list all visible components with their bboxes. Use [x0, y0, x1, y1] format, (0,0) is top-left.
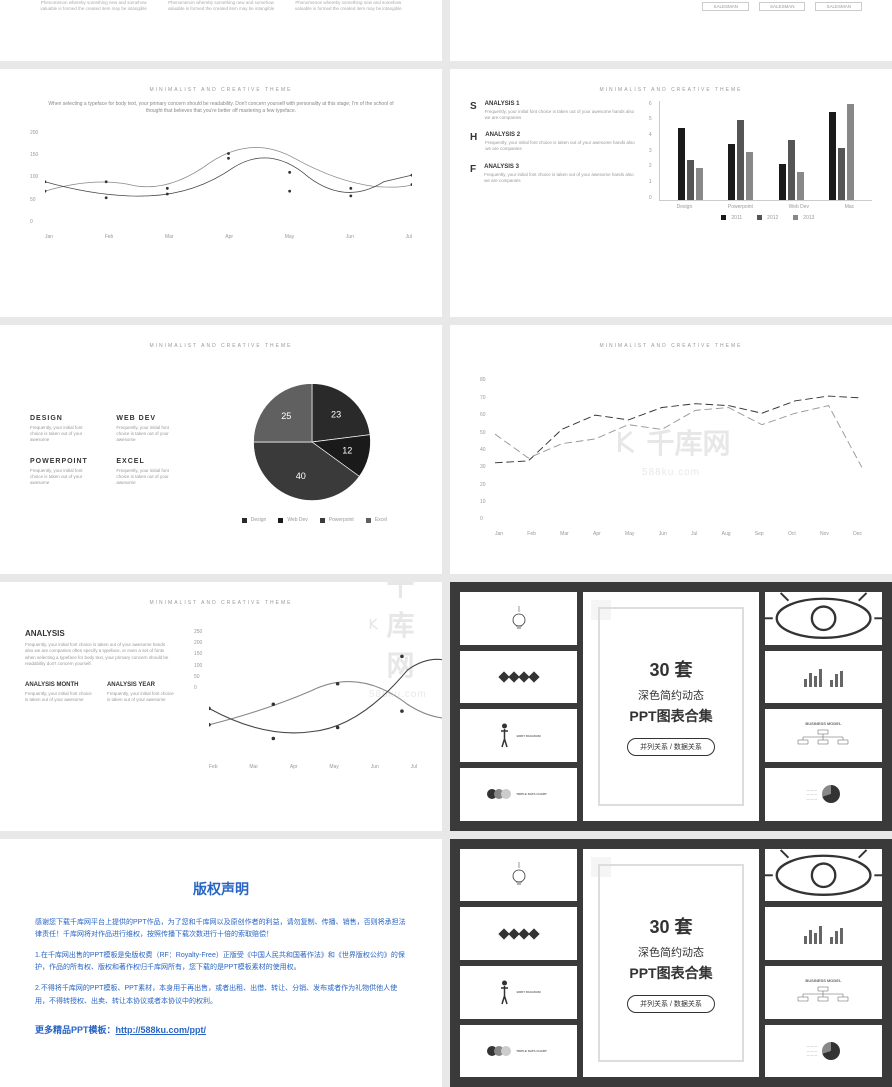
slide-dark-template-1: BODY DIAGRAM TRIPLE DATA CHART 30 套 深色简约… [450, 582, 892, 831]
analysis-year-title: ANALYSIS YEAR [107, 682, 174, 688]
phenomenon-text: Phenomenon whereby something new and som… [295, 0, 402, 12]
slide-pie-chart: MINIMALIST AND CREATIVE THEME DESIGNFreq… [0, 325, 442, 574]
phenomenon-text: Phenomenon whereby something new and som… [40, 0, 147, 12]
slide-line-chart: MINIMALIST AND CREATIVE THEME When selec… [0, 69, 442, 318]
slide-bar-chart: MINIMALIST AND CREATIVE THEME SANALYSIS … [450, 69, 892, 318]
svg-text:40: 40 [296, 472, 306, 482]
slide-grid: Phenomenon whereby something new and som… [0, 0, 892, 1087]
slide-analysis: MINIMALIST AND CREATIVE THEME ANALYSIS F… [0, 582, 442, 831]
copyright-link: 更多精品PPT模板：http://588ku.com/ppt/ [35, 1023, 407, 1036]
slide-header: MINIMALIST AND CREATIVE THEME [450, 69, 892, 101]
copyright-p3: 2.不得将千库网的PPT模板、PPT素材，本身用于再出售，或者出租、出借、转让、… [35, 983, 407, 1008]
tag: SALESMAN [702, 2, 749, 11]
copyright-p1: 感谢您下载千库网平台上提供的PPT作品，为了您和千库网以及原创作者的利益，请勿复… [35, 917, 407, 942]
mini-diamonds [460, 907, 577, 960]
tag: SALESMAN [759, 2, 806, 11]
mini-bars [765, 907, 882, 960]
slide-partial-right: SALESMAN SALESMAN SALESMAN [450, 0, 892, 61]
svg-text:23: 23 [331, 410, 341, 420]
mini-bulb [460, 592, 577, 645]
tag: SALESMAN [815, 2, 862, 11]
mini-pie: — — —— — —— — — [765, 1025, 882, 1078]
mini-body: BODY DIAGRAM [460, 709, 577, 762]
slide-subtext: When selecting a typeface for body text,… [0, 101, 442, 125]
mini-business: BUSINESS MODEL [765, 709, 882, 762]
phenomenon-text: Phenomenon whereby something new and som… [168, 0, 275, 12]
svg-text:25: 25 [282, 411, 292, 421]
mini-business: BUSINESS MODEL [765, 966, 882, 1019]
slide-header: MINIMALIST AND CREATIVE THEME [450, 325, 892, 357]
dark-center-title: 30 套 深色简约动态 PPT图表合集 并列关系 / 数据关系 [583, 592, 759, 821]
mini-triple: TRIPLE DATA CHART [460, 1025, 577, 1078]
mini-eye [765, 592, 882, 645]
mini-pie: — — —— — —— — — [765, 768, 882, 821]
mini-bulb [460, 849, 577, 902]
analysis-month-title: ANALYSIS MONTH [25, 682, 92, 688]
slide-header: MINIMALIST AND CREATIVE THEME [0, 69, 442, 101]
slide-copyright: 版权声明 感谢您下载千库网平台上提供的PPT作品，为了您和千库网以及原创作者的利… [0, 839, 442, 1087]
slide-header: MINIMALIST AND CREATIVE THEME [0, 325, 442, 357]
analysis-title: ANALYSIS [25, 629, 174, 638]
line-chart: 200150100500 JanFebMarAprMayJunJul [30, 130, 412, 240]
mini-diamonds [460, 651, 577, 704]
slide-partial-left: Phenomenon whereby something new and som… [0, 0, 442, 61]
slide-multiline-chart: MINIMALIST AND CREATIVE THEME 8070605040… [450, 325, 892, 574]
analysis-sub-desc: Frequently, your initial font choice is … [107, 691, 174, 703]
mini-body: BODY DIAGRAM [460, 966, 577, 1019]
mini-eye [765, 849, 882, 902]
copyright-url[interactable]: http://588ku.com/ppt/ [116, 1025, 207, 1035]
slide-dark-template-2: BODY DIAGRAM TRIPLE DATA CHART 30 套 深色简约… [450, 839, 892, 1087]
slide-header: MINIMALIST AND CREATIVE THEME [0, 582, 442, 614]
dark-center-title: 30 套 深色简约动态 PPT图表合集 并列关系 / 数据关系 [583, 849, 759, 1078]
svg-text:12: 12 [343, 446, 353, 456]
analysis-sub-desc: Frequently, your initial font choice is … [25, 691, 92, 703]
mini-triple: TRIPLE DATA CHART [460, 768, 577, 821]
mini-bars [765, 651, 882, 704]
copyright-p2: 1.在千库网出售的PPT模板是免版权费（RF：Royalty-Free）正版受《… [35, 950, 407, 975]
copyright-title: 版权声明 [35, 879, 407, 899]
analysis-desc: Frequently, your initial font choice is … [25, 642, 174, 667]
